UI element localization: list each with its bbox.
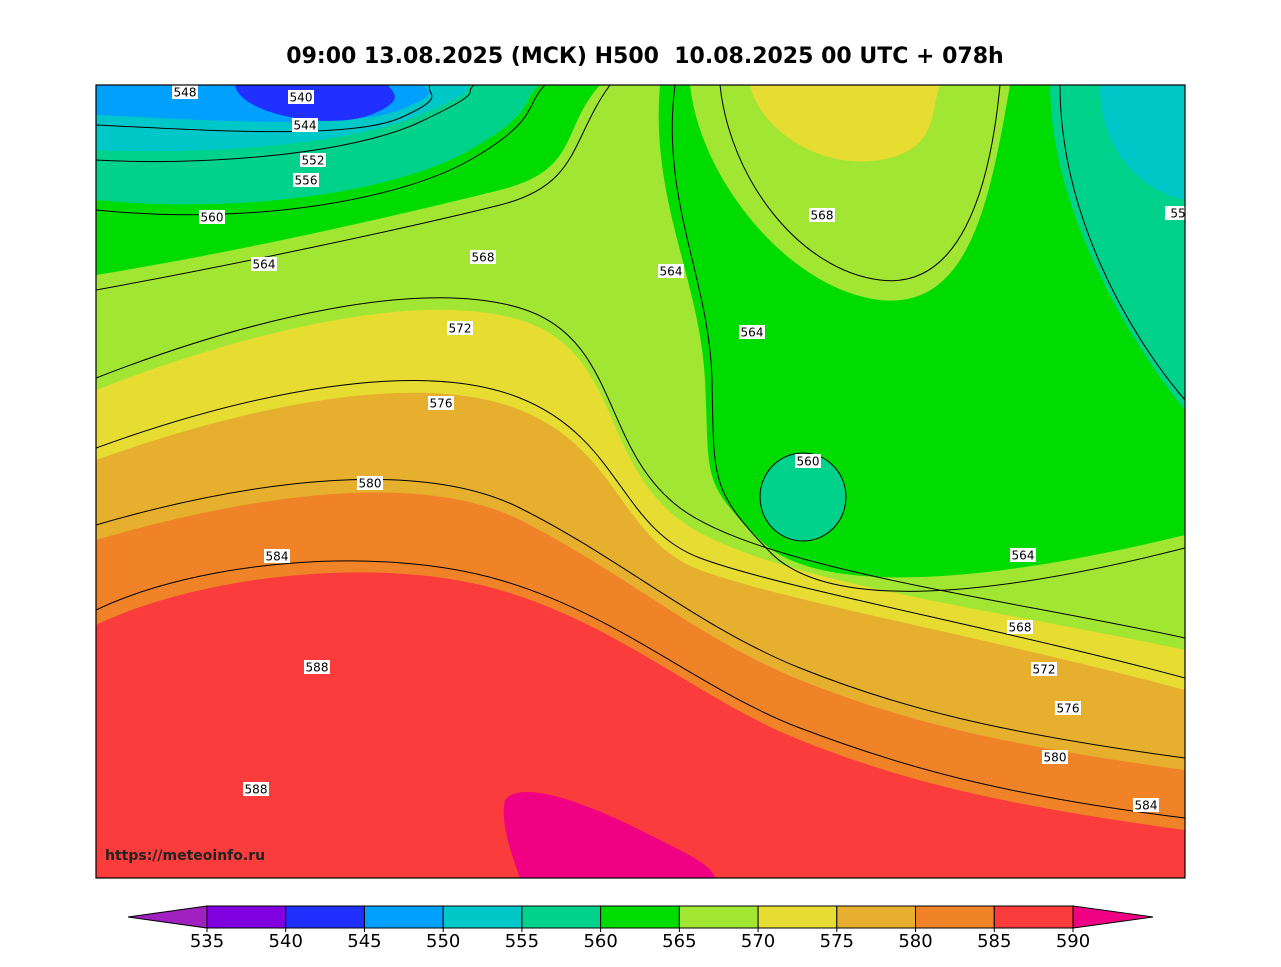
- contour-label-bg: [251, 257, 277, 271]
- contour-label-bg: [1133, 798, 1159, 812]
- contour-label: 564: [1012, 549, 1035, 563]
- colorbar-tick-label: 570: [741, 931, 775, 952]
- contour-label-bg: [1042, 750, 1068, 764]
- map: 548 540 544 552 556 560 564 568 572 576 580 584 588 5…: [96, 85, 1185, 878]
- contour-label: 572: [449, 322, 472, 336]
- contour-line: [96, 380, 1185, 679]
- contour-label: 560: [797, 455, 820, 469]
- colorbar-tick-label: 535: [190, 931, 224, 952]
- colorbar-segment: [600, 905, 680, 929]
- contour-line: [719, 85, 1001, 282]
- colorbar-segment: [521, 905, 602, 929]
- contour-label-bg: [1165, 206, 1185, 220]
- contour-label-bg: [470, 250, 496, 264]
- contour-label-bg: [1010, 548, 1036, 562]
- colorbar-segment: [206, 905, 287, 929]
- contour-label: 580: [1044, 751, 1067, 765]
- contour-label-bg: [243, 782, 269, 796]
- contour-label: 552: [302, 154, 325, 168]
- contour-label-bg: [1007, 620, 1033, 634]
- contour-label: 576: [430, 397, 453, 411]
- contour-label: 584: [1135, 799, 1158, 813]
- colorbar-tick-label: 540: [269, 931, 303, 952]
- contour-line: [96, 85, 475, 163]
- contour-line: [96, 560, 1185, 819]
- band: [235, 85, 395, 121]
- contour-line: [1059, 85, 1185, 401]
- contour-label-bg: [172, 85, 198, 99]
- contour-label-bg: [1055, 701, 1081, 715]
- contour-label: 580: [359, 477, 382, 491]
- colorbar-tick-label: 560: [583, 931, 617, 952]
- contour-label-bg: [304, 660, 330, 674]
- contour-label-bg: [1031, 662, 1057, 676]
- contour-line: [671, 85, 1185, 592]
- colorbar-segment: [915, 905, 995, 929]
- colorbar: 535 540 545 550 555 560 565 570 575 580 585 590: [127, 905, 1154, 952]
- contour-line: [96, 478, 1185, 759]
- colorbar-under: [127, 905, 208, 929]
- contour-line: [96, 297, 1185, 639]
- contour-label: 588: [245, 783, 268, 797]
- colorbar-segment: [285, 905, 365, 929]
- contour-label-bg: [809, 208, 835, 222]
- contour-label: 568: [811, 209, 834, 223]
- contour-label: 544: [294, 119, 317, 133]
- contour-label: 568: [1009, 621, 1032, 635]
- contour-label: 564: [660, 265, 683, 279]
- band: [750, 85, 940, 162]
- contour-label-bg: [199, 210, 225, 224]
- contour-label: 576: [1057, 702, 1080, 716]
- contour-label-bg: [292, 118, 318, 132]
- contour-label: 568: [472, 251, 495, 265]
- contour-label: 584: [266, 550, 289, 564]
- map-frame: [95, 84, 1186, 879]
- contour-label: 560: [201, 211, 224, 225]
- contour-line: [96, 85, 433, 133]
- contour-label: 548: [174, 86, 197, 100]
- colorbar-segment: [442, 905, 523, 929]
- contour-label: 55: [1170, 207, 1185, 221]
- watermark: https://meteoinfo.ru: [105, 848, 265, 864]
- colorbar-tick-label: 565: [662, 931, 696, 952]
- contour-label: 564: [741, 326, 764, 340]
- colorbar-tick-label: 580: [898, 931, 932, 952]
- colorbar-tick-label: 585: [977, 931, 1011, 952]
- colorbar-tick-label: 590: [1056, 931, 1090, 952]
- colorbar-tick-label: 575: [820, 931, 854, 952]
- band: [503, 791, 715, 878]
- colorbar-tick-label: 545: [347, 931, 381, 952]
- contour-label-bg: [357, 476, 383, 490]
- band: [759, 452, 847, 542]
- contour-label-bg: [288, 90, 314, 104]
- colorbar-over: [1072, 905, 1154, 929]
- band: [1100, 85, 1185, 200]
- contour-label-bg: [795, 454, 821, 468]
- colorbar-segment: [757, 905, 838, 929]
- contour-label: 588: [306, 661, 329, 675]
- colorbar-segment: [993, 905, 1074, 929]
- contour-label-bg: [293, 173, 319, 187]
- contour-label-bg: [447, 321, 473, 335]
- band: [690, 85, 1010, 301]
- contour-label-bg: [658, 264, 684, 278]
- title: 09:00 13.08.2025 (МСК) H500 10.08.2025 0…: [286, 44, 1003, 69]
- contour-label-bg: [300, 153, 326, 167]
- contour-label-bg: [428, 396, 454, 410]
- colorbar-tick-label: 555: [505, 931, 539, 952]
- contour-label: 556: [295, 174, 318, 188]
- contour-line: [96, 85, 611, 291]
- colorbar-segment: [363, 905, 444, 929]
- colorbar-tick-label: 550: [426, 931, 460, 952]
- contour-label: 540: [290, 91, 313, 105]
- contour-label-bg: [739, 325, 765, 339]
- colorbar-segment: [836, 905, 917, 929]
- contour-label-bg: [264, 549, 290, 563]
- contour-label: 564: [253, 258, 276, 272]
- colorbar-segment: [678, 905, 759, 929]
- contour-label: 572: [1033, 663, 1056, 677]
